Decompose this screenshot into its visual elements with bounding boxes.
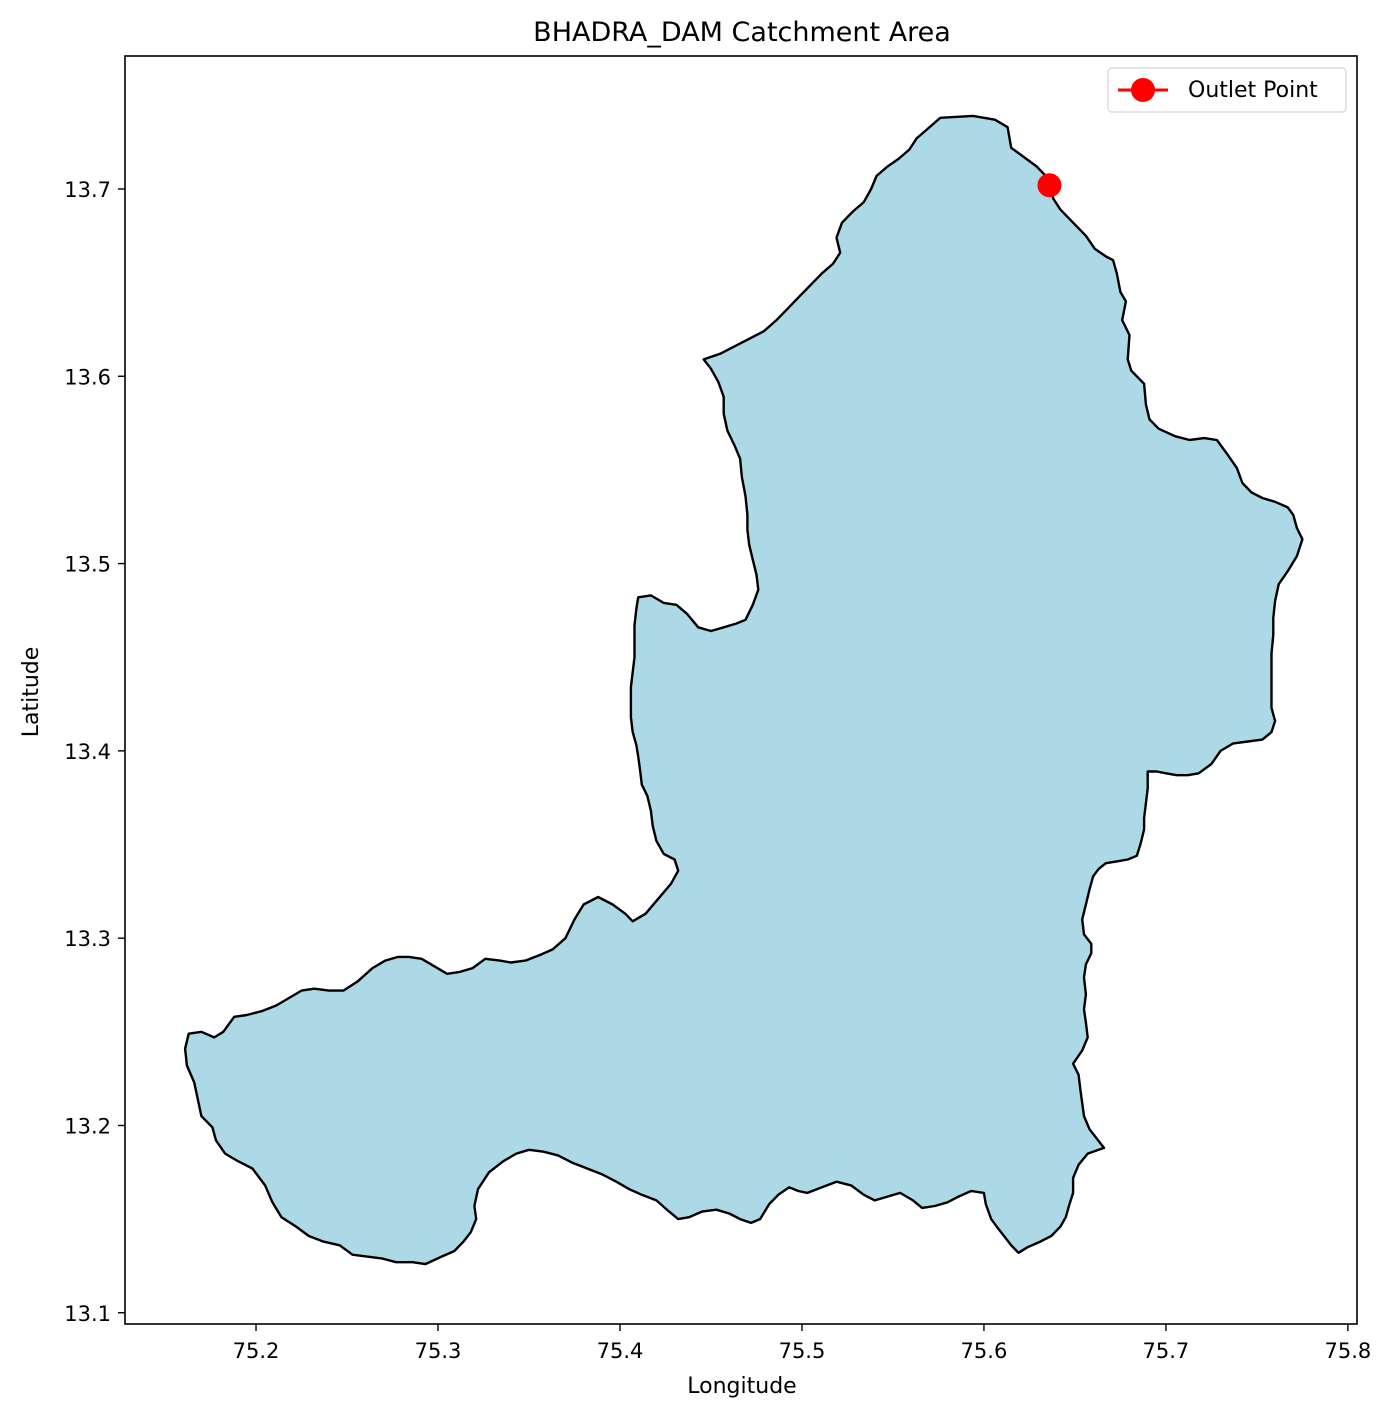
y-tick-label: 13.1 xyxy=(64,1302,111,1326)
y-tick-label: 13.5 xyxy=(64,553,111,577)
legend: Outlet Point xyxy=(1107,67,1347,113)
x-tick-label: 75.2 xyxy=(233,1339,280,1363)
x-tick-label: 75.3 xyxy=(415,1339,462,1363)
legend-entry-outlet: Outlet Point xyxy=(1188,78,1318,103)
legend-point-marker xyxy=(1131,78,1155,102)
x-tick-label: 75.4 xyxy=(597,1339,644,1363)
map-title: BHADRA_DAM Catchment Area xyxy=(533,17,951,48)
x-axis-label: Longitude xyxy=(687,1374,796,1399)
y-axis-label: Latitude xyxy=(19,647,44,738)
y-tick-label: 13.4 xyxy=(64,740,111,764)
y-tick-label: 13.3 xyxy=(64,927,111,951)
catchment-polygon xyxy=(183,114,1304,1266)
y-tick-label: 13.2 xyxy=(64,1114,111,1138)
x-tick-label: 75.6 xyxy=(961,1339,1008,1363)
axes-frame xyxy=(124,55,1358,1325)
x-tick-label: 75.8 xyxy=(1325,1339,1372,1363)
legend-box xyxy=(1107,67,1347,113)
x-tick-label: 75.7 xyxy=(1143,1339,1190,1363)
y-tick-label: 13.6 xyxy=(64,365,111,389)
x-tick-label: 75.5 xyxy=(779,1339,826,1363)
plot-area xyxy=(183,114,1304,1266)
y-tick-label: 13.7 xyxy=(64,178,111,202)
outlet-point-marker xyxy=(1037,173,1062,198)
axis-ticks: 75.2 75.3 75.4 75.5 75.6 75.7 75.8 13.1 13.2 13.3… xyxy=(64,178,1371,1363)
